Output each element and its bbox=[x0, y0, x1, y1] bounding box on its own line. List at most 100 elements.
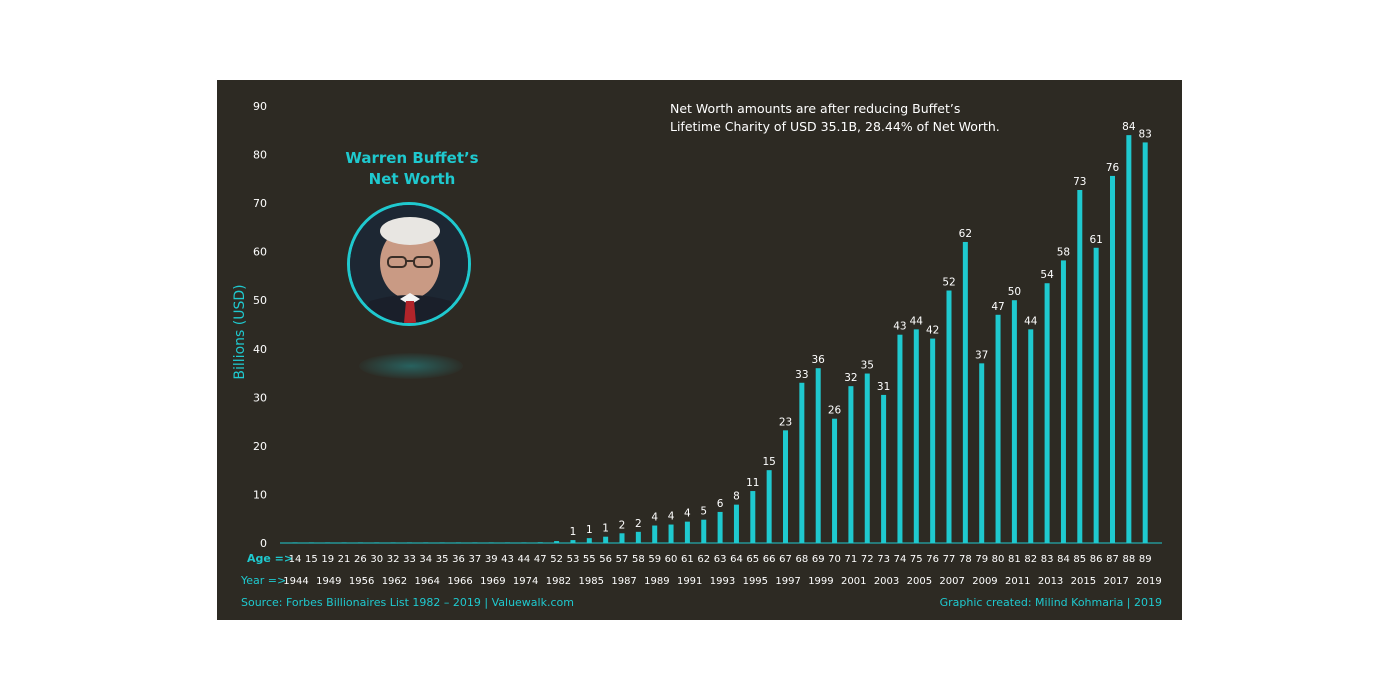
bar bbox=[292, 542, 298, 543]
credit-note: Graphic created: Milind Kohmaria | 2019 bbox=[939, 596, 1162, 609]
age-tick-label: 43 bbox=[501, 554, 514, 565]
age-tick-label: 73 bbox=[877, 554, 890, 565]
data-label: 1 bbox=[586, 524, 593, 536]
bar bbox=[341, 542, 347, 543]
bar bbox=[783, 430, 788, 543]
year-tick-label: 2007 bbox=[939, 576, 964, 587]
bar bbox=[488, 542, 494, 543]
age-tick-label: 21 bbox=[338, 554, 351, 565]
bar bbox=[913, 329, 919, 543]
age-tick-label: 61 bbox=[681, 554, 694, 565]
age-tick-label: 80 bbox=[992, 554, 1005, 565]
age-tick-label: 65 bbox=[746, 554, 759, 565]
age-tick-label: 89 bbox=[1139, 554, 1152, 565]
year-tick-label: 1995 bbox=[743, 576, 768, 587]
year-tick-label: 2013 bbox=[1038, 576, 1063, 587]
chart-title-line-2: Net Worth bbox=[368, 170, 456, 188]
year-tick-label: 1966 bbox=[447, 576, 472, 587]
charity-note: Net Worth amounts are after reducing Buf… bbox=[670, 100, 1000, 136]
year-tick-label: 2019 bbox=[1136, 576, 1161, 587]
bar bbox=[962, 241, 968, 543]
data-label: 76 bbox=[1106, 162, 1120, 174]
y-tick-label: 80 bbox=[253, 149, 267, 162]
bar bbox=[374, 542, 380, 543]
year-tick-label: 2009 bbox=[972, 576, 997, 587]
year-tick-label: 1982 bbox=[546, 576, 571, 587]
data-label: 1 bbox=[570, 526, 577, 538]
bar bbox=[652, 525, 658, 543]
data-label: 83 bbox=[1139, 128, 1152, 140]
data-label: 2 bbox=[635, 518, 642, 530]
age-tick-label: 74 bbox=[894, 554, 907, 565]
bar bbox=[325, 542, 331, 543]
bar bbox=[897, 334, 903, 543]
bar bbox=[1142, 142, 1148, 544]
age-tick-label: 70 bbox=[828, 554, 841, 565]
age-tick-label: 81 bbox=[1008, 554, 1021, 565]
age-tick-label: 63 bbox=[714, 554, 727, 565]
bar bbox=[1093, 247, 1099, 543]
age-tick-label: 44 bbox=[518, 554, 531, 565]
age-tick-label: 85 bbox=[1073, 554, 1086, 565]
y-tick-label: 90 bbox=[253, 100, 267, 113]
data-label: 42 bbox=[926, 325, 939, 337]
age-tick-label: 32 bbox=[387, 554, 400, 565]
data-label: 11 bbox=[746, 477, 759, 489]
age-row-label: Age => bbox=[247, 552, 293, 565]
y-tick-label: 0 bbox=[260, 537, 267, 550]
data-label: 84 bbox=[1122, 121, 1136, 133]
age-tick-label: 34 bbox=[419, 554, 432, 565]
bar bbox=[881, 394, 887, 543]
age-ticks: 14 15 19 21 26 30 32 33 34 35 36 37 39 43 44 47 52 53 55 56… bbox=[289, 554, 1152, 565]
bar bbox=[750, 491, 756, 543]
age-tick-label: 88 bbox=[1122, 554, 1135, 565]
data-label: 44 bbox=[910, 315, 924, 327]
data-label: 73 bbox=[1073, 176, 1086, 188]
chart-title-line-1: Warren Buffet’s bbox=[345, 149, 479, 167]
data-label: 1 bbox=[602, 523, 609, 535]
year-tick-label: 2015 bbox=[1071, 576, 1096, 587]
chart-title: Warren Buffet’s Net Worth bbox=[327, 148, 497, 190]
year-tick-label: 1987 bbox=[611, 576, 636, 587]
age-tick-label: 19 bbox=[321, 554, 334, 565]
age-tick-label: 71 bbox=[845, 554, 858, 565]
data-label: 31 bbox=[877, 381, 890, 393]
data-label: 35 bbox=[861, 360, 874, 372]
age-tick-label: 14 bbox=[289, 554, 302, 565]
y-tick-label: 70 bbox=[253, 197, 267, 210]
bar bbox=[586, 538, 592, 543]
data-label: 62 bbox=[959, 228, 972, 240]
age-tick-label: 59 bbox=[648, 554, 661, 565]
data-label: 26 bbox=[828, 405, 842, 417]
data-label: 23 bbox=[779, 416, 792, 428]
portrait-icon bbox=[350, 205, 468, 323]
data-label: 4 bbox=[668, 511, 675, 523]
year-tick-label: 1989 bbox=[644, 576, 669, 587]
age-tick-label: 33 bbox=[403, 554, 416, 565]
data-label: 50 bbox=[1008, 286, 1021, 298]
age-tick-label: 76 bbox=[926, 554, 939, 565]
bar bbox=[1077, 190, 1083, 543]
age-tick-label: 60 bbox=[665, 554, 678, 565]
bar bbox=[701, 519, 707, 543]
bar bbox=[603, 536, 609, 543]
year-tick-label: 2017 bbox=[1103, 576, 1128, 587]
bar bbox=[799, 382, 805, 543]
data-label: 5 bbox=[700, 506, 707, 518]
data-label: 2 bbox=[619, 519, 626, 531]
bar bbox=[848, 386, 854, 543]
year-tick-label: 1997 bbox=[775, 576, 800, 587]
bar bbox=[815, 368, 821, 543]
bar bbox=[832, 418, 838, 543]
bar bbox=[979, 363, 985, 543]
bar bbox=[423, 542, 429, 543]
year-tick-label: 2005 bbox=[907, 576, 932, 587]
age-tick-label: 58 bbox=[632, 554, 645, 565]
age-tick-label: 78 bbox=[959, 554, 972, 565]
bar bbox=[537, 542, 543, 543]
year-tick-label: 1969 bbox=[480, 576, 505, 587]
age-tick-label: 86 bbox=[1090, 554, 1103, 565]
age-tick-label: 39 bbox=[485, 554, 498, 565]
